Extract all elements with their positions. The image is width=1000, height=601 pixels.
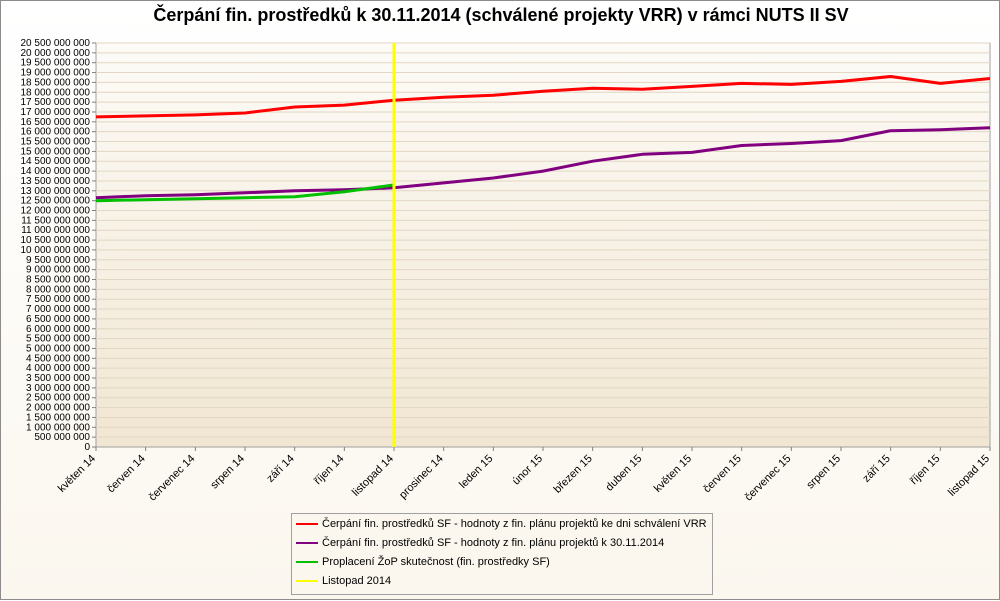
y-tick-label: 18 500 000 000 (20, 77, 90, 88)
y-tick-label: 8 500 000 000 (26, 274, 90, 285)
series-line-2 (95, 183, 395, 203)
legend-item-listopad: Listopad 2014 (296, 573, 391, 589)
x-tick-label: červen 15 (701, 453, 744, 496)
y-tick-label: 12 000 000 000 (20, 206, 90, 217)
x-tick-label: listopad 14 (350, 453, 396, 499)
series-line-0 (95, 75, 991, 119)
legend-item-plan-schvaleni: Čerpání fin. prostředků SF - hodnoty z f… (296, 516, 707, 532)
y-tick-label: 3 500 000 000 (26, 373, 90, 384)
y-tick-label: 2 000 000 000 (26, 403, 90, 414)
x-tick-label: říjen 14 (312, 453, 346, 487)
y-tick-label: 20 500 000 000 (20, 38, 90, 49)
legend-swatch-green (296, 561, 318, 564)
y-tick-label: 500 000 000 (34, 432, 90, 443)
y-tick-label: 4 500 000 000 (26, 353, 90, 364)
series-lines (95, 43, 991, 447)
x-tick-label: listopad 15 (946, 453, 992, 499)
y-tick-label: 5 000 000 000 (26, 343, 90, 354)
legend-swatch-yellow (296, 580, 318, 583)
x-tick-label: říjen 15 (908, 453, 942, 487)
y-tick-label: 10 000 000 000 (20, 245, 90, 256)
y-tick-label: 15 500 000 000 (20, 137, 90, 148)
x-tick-label: srpen 15 (804, 453, 843, 492)
x-tick-label: prosinec 14 (397, 453, 446, 502)
y-tick-label: 18 000 000 000 (20, 87, 90, 98)
y-tick-label: 7 000 000 000 (26, 304, 90, 315)
y-tick-label: 9 500 000 000 (26, 255, 90, 266)
y-tick-label: 10 500 000 000 (20, 235, 90, 246)
y-tick-label: 12 500 000 000 (20, 196, 90, 207)
y-tick-label: 16 500 000 000 (20, 117, 90, 128)
y-tick-label: 5 500 000 000 (26, 334, 90, 345)
y-tick-label: 16 000 000 000 (20, 127, 90, 138)
y-tick-label: 1 000 000 000 (26, 422, 90, 433)
x-tick-label: červenec 14 (147, 453, 198, 504)
y-tick-label: 19 500 000 000 (20, 58, 90, 69)
y-tick-label: 13 000 000 000 (20, 186, 90, 197)
y-tick-label: 20 000 000 000 (20, 48, 90, 59)
legend-label: Čerpání fin. prostředků SF - hodnoty z f… (322, 537, 665, 549)
legend: Čerpání fin. prostředků SF - hodnoty z f… (291, 513, 713, 595)
legend-label: Čerpání fin. prostředků SF - hodnoty z f… (322, 518, 707, 530)
x-tick-label: únor 15 (510, 453, 545, 488)
y-tick-label: 0 (84, 442, 90, 453)
y-tick-label: 4 000 000 000 (26, 363, 90, 374)
x-tick-label: červenec 15 (743, 453, 794, 504)
y-tick-label: 6 000 000 000 (26, 324, 90, 335)
legend-item-plan-k-datu: Čerpání fin. prostředků SF - hodnoty z f… (296, 535, 664, 551)
y-tick-label: 17 000 000 000 (20, 107, 90, 118)
x-tick-label: květen 14 (56, 453, 98, 495)
x-tick-label: duben 15 (604, 453, 645, 494)
y-tick-label: 19 000 000 000 (20, 68, 90, 79)
chart-title: Čerpání fin. prostředků k 30.11.2014 (sc… (153, 5, 849, 25)
y-tick-label: 2 500 000 000 (26, 393, 90, 404)
y-tick-label: 6 500 000 000 (26, 314, 90, 325)
plot-area (95, 42, 991, 448)
x-tick-label: srpen 14 (208, 453, 247, 492)
y-tick-label: 11 500 000 000 (21, 215, 90, 226)
y-tick-label: 11 000 000 000 (21, 225, 90, 236)
x-tick-label: září 15 (861, 453, 893, 485)
legend-swatch-purple (296, 542, 318, 545)
y-tick-label: 14 000 000 000 (20, 166, 90, 177)
legend-label: Listopad 2014 (322, 575, 392, 587)
grid-lines (96, 42, 990, 438)
legend-item-proplaceni: Proplacení ŽoP skutečnost (fin. prostřed… (296, 554, 550, 570)
x-tick-label: květen 15 (652, 453, 694, 495)
y-tick-label: 13 500 000 000 (20, 176, 90, 187)
y-tick-label: 1 500 000 000 (26, 412, 90, 423)
y-tick-label: 3 000 000 000 (26, 383, 90, 394)
y-tick-label: 15 000 000 000 (20, 146, 90, 157)
y-tick-label: 17 500 000 000 (20, 97, 90, 108)
x-tick-label: září 14 (265, 453, 297, 485)
y-tick-label: 8 000 000 000 (26, 284, 90, 295)
series-line-1 (95, 126, 991, 200)
legend-swatch-red (296, 523, 318, 526)
y-tick-label: 9 000 000 000 (26, 265, 90, 276)
y-tick-label: 7 500 000 000 (26, 294, 90, 305)
y-tick-label: 14 500 000 000 (20, 156, 90, 167)
legend-label: Proplacení ŽoP skutečnost (fin. prostřed… (322, 556, 550, 568)
x-tick-label: červen 14 (105, 453, 148, 496)
x-tick-label: leden 15 (457, 453, 495, 491)
x-tick-label: březen 15 (552, 453, 595, 496)
